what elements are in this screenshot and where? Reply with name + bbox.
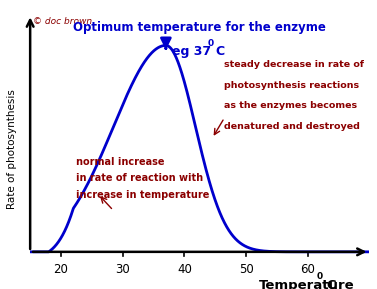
Text: Optimum temperature for the enzyme: Optimum temperature for the enzyme xyxy=(74,21,326,34)
Text: denatured and destroyed: denatured and destroyed xyxy=(224,122,360,131)
Text: as the enzymes becomes: as the enzymes becomes xyxy=(224,101,358,110)
Text: 0: 0 xyxy=(208,39,214,48)
Text: increase in temperature: increase in temperature xyxy=(77,190,210,200)
Text: steady decrease in rate of: steady decrease in rate of xyxy=(224,60,365,69)
Text: photosynthesis reactions: photosynthesis reactions xyxy=(224,81,360,90)
Text: eg 37: eg 37 xyxy=(172,45,211,58)
Text: © doc brown: © doc brown xyxy=(33,16,92,25)
Text: 60: 60 xyxy=(300,263,315,276)
Text: 0: 0 xyxy=(317,273,323,281)
Text: in rate of reaction with: in rate of reaction with xyxy=(77,173,204,184)
Text: 50: 50 xyxy=(239,263,253,276)
Text: normal increase: normal increase xyxy=(77,157,165,167)
Text: C: C xyxy=(326,279,336,289)
Text: C: C xyxy=(215,45,224,58)
Text: 30: 30 xyxy=(115,263,130,276)
Text: 40: 40 xyxy=(177,263,192,276)
Text: Temperature: Temperature xyxy=(258,279,354,289)
Text: 20: 20 xyxy=(54,263,69,276)
Text: Rate of photosynthesis: Rate of photosynthesis xyxy=(7,89,17,209)
